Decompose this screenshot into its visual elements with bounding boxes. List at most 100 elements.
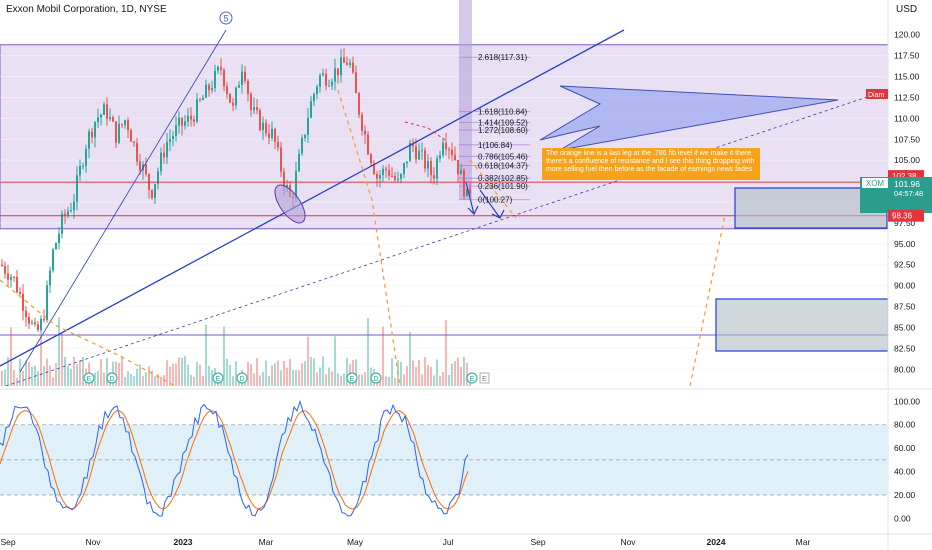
price-tick: 115.00 — [894, 72, 920, 82]
stoch-tick: 60.00 — [894, 443, 916, 453]
volume-bar — [340, 375, 342, 386]
candle-body — [445, 142, 447, 150]
volume-bar — [298, 370, 300, 386]
volume-bar — [400, 362, 402, 386]
volume-bar — [154, 376, 156, 386]
price-label-symbol: XOM — [866, 179, 885, 188]
fib-label: 1(106.84) — [478, 141, 513, 150]
volume-bar — [70, 369, 72, 386]
candle-body — [247, 81, 249, 95]
volume-bar — [175, 363, 177, 386]
candle-body — [130, 130, 132, 142]
candle-body — [427, 161, 429, 169]
candle-body — [406, 161, 408, 164]
price-tick: 110.00 — [894, 113, 920, 123]
candle-body — [103, 104, 105, 115]
diamond-tag-bg — [866, 89, 888, 99]
volume-bar — [394, 377, 396, 386]
candle-body — [22, 293, 24, 311]
chart-title: Exxon Mobil Corporation, 1D, NYSE — [6, 4, 167, 15]
candle-body — [379, 175, 381, 179]
event-marker-future — [479, 372, 490, 384]
time-tick: Jul — [443, 537, 454, 547]
volume-bar — [199, 364, 201, 386]
candle-body — [61, 213, 63, 234]
candle-body — [175, 125, 177, 136]
candle-body — [94, 121, 96, 138]
candle-body — [340, 57, 342, 76]
volume-bar — [205, 324, 207, 386]
volume-bar — [190, 374, 192, 386]
candle-body — [283, 171, 285, 187]
fib-label: 0.786(105.46) — [478, 152, 528, 161]
candle-body — [268, 133, 270, 139]
price-tick: 97.50 — [894, 218, 916, 228]
candle-body — [163, 152, 165, 158]
candle-body — [124, 120, 126, 126]
volume-bar — [424, 357, 426, 386]
event-marker — [106, 372, 118, 384]
candle-body — [244, 71, 246, 82]
event-marker — [346, 372, 358, 384]
candle-body — [127, 120, 129, 131]
volume-bar — [256, 358, 258, 386]
volume-bar — [52, 377, 54, 386]
volume-bar — [73, 356, 75, 386]
price-tick: 90.00 — [894, 281, 916, 291]
stoch-tick: 20.00 — [894, 490, 916, 500]
candle-body — [304, 134, 306, 138]
candle-body — [10, 276, 12, 280]
time-tick: 2023 — [174, 537, 193, 547]
volume-bar — [271, 365, 273, 386]
candle-body — [391, 175, 393, 177]
candle-body — [109, 117, 111, 119]
target-box-2 — [715, 298, 889, 352]
volume-bar — [460, 366, 462, 386]
volume-bars — [1, 317, 471, 386]
candle-body — [25, 310, 27, 318]
volume-bar — [322, 356, 324, 386]
volume-bar — [436, 359, 438, 386]
volume-bar — [343, 373, 345, 386]
candle-body — [367, 134, 369, 155]
volume-bar — [313, 358, 315, 386]
candle-body — [469, 188, 471, 194]
candle-body — [97, 117, 99, 122]
price-tick: 87.50 — [894, 302, 916, 312]
orange-path-mid — [337, 89, 401, 387]
volume-bar — [232, 376, 234, 386]
volume-bar — [169, 366, 171, 386]
time-tick: Sep — [530, 537, 545, 547]
annotation-note[interactable]: The orange line is a last leg at the .78… — [542, 148, 760, 180]
candle-body — [388, 170, 390, 176]
candle-body — [187, 115, 189, 122]
price-tick: 95.00 — [894, 239, 916, 249]
candle-body — [181, 117, 183, 126]
candle-body — [397, 178, 399, 180]
candle-body — [82, 165, 84, 167]
candle-body — [430, 161, 432, 176]
volume-bar — [364, 372, 366, 386]
volume-bar — [295, 369, 297, 386]
volume-bar — [430, 366, 432, 386]
candle-body — [382, 168, 384, 176]
candle-body — [34, 322, 36, 325]
candle-body — [385, 168, 387, 171]
volume-bar — [28, 362, 30, 386]
price-label-resistance: 102.38 — [892, 172, 917, 181]
candle-body — [361, 114, 363, 131]
volume-bar — [289, 359, 291, 386]
volume-bar — [22, 370, 24, 386]
candle-body — [373, 163, 375, 174]
event-label: D — [239, 376, 244, 383]
event-marker — [212, 372, 224, 384]
candle-body — [346, 62, 348, 65]
volume-bar — [115, 361, 117, 386]
candle-body — [205, 84, 207, 98]
volume-bar — [355, 359, 357, 386]
volume-bar — [130, 373, 132, 386]
event-marker — [370, 372, 382, 384]
candle-body — [91, 131, 93, 138]
volume-bar — [226, 358, 228, 386]
